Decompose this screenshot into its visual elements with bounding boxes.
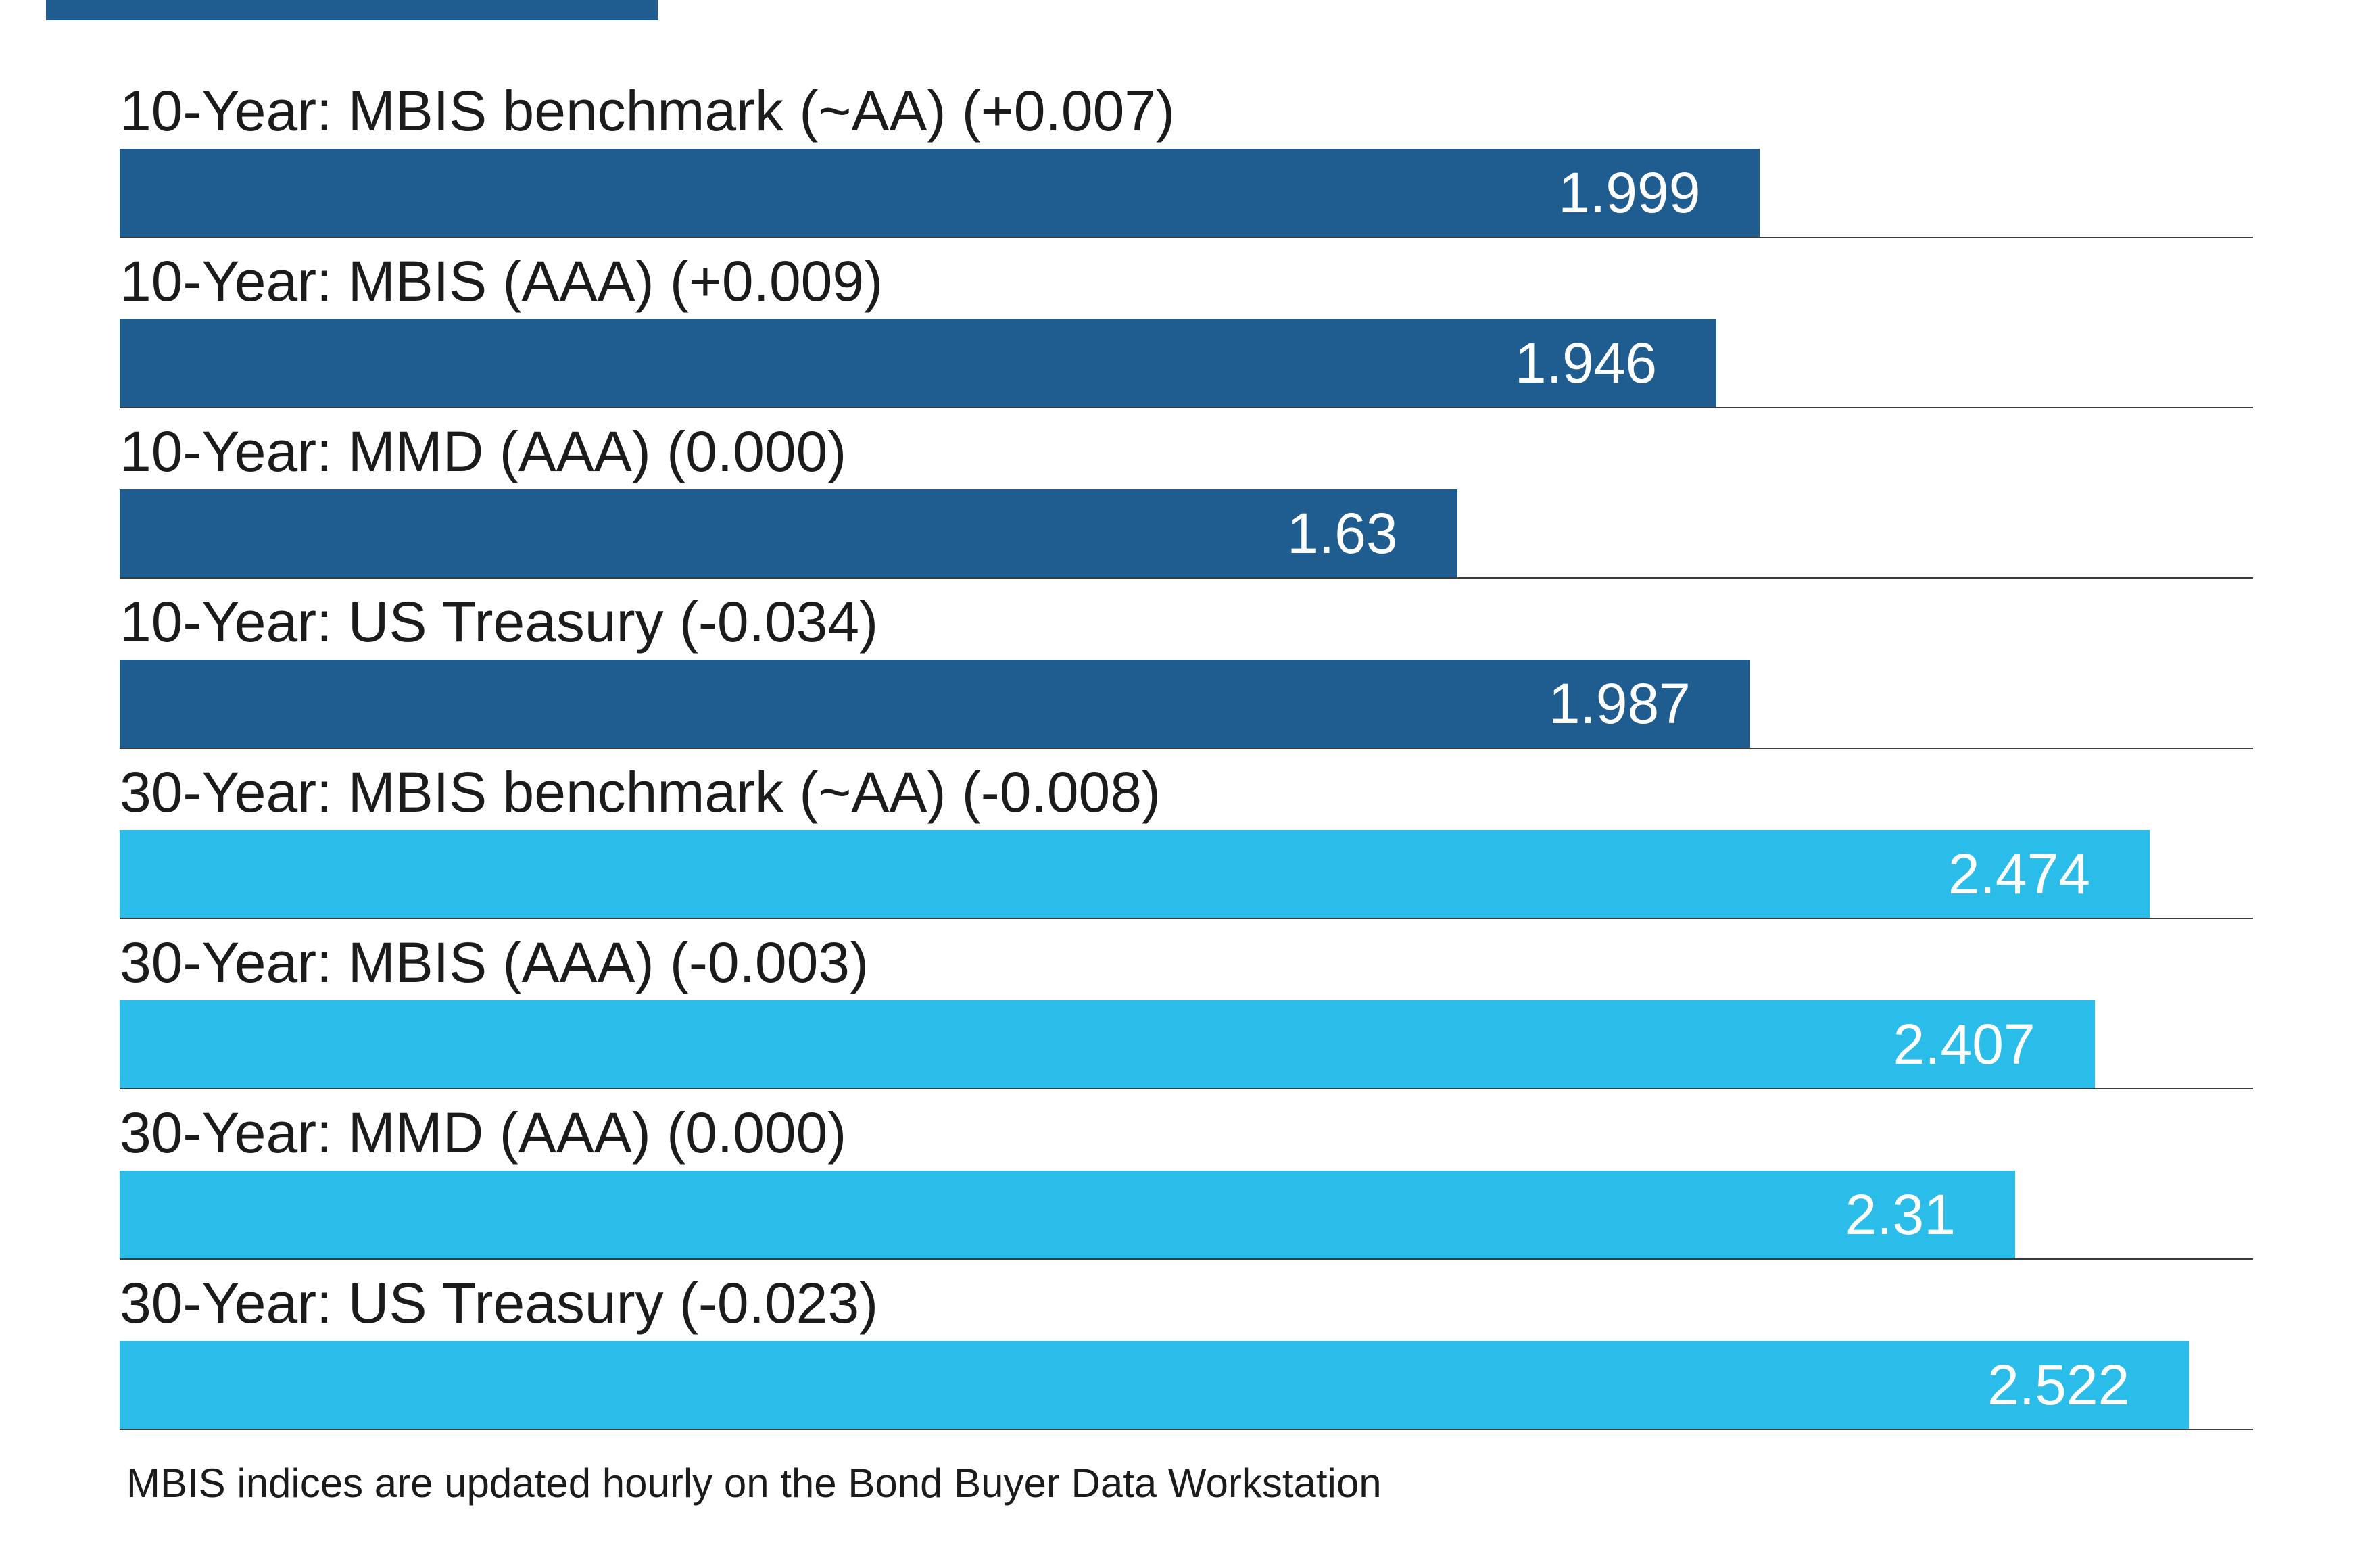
bar-value-label: 1.946 — [1514, 330, 1658, 395]
bar-value-label: 2.31 — [1845, 1182, 1956, 1246]
bar: 1.946 — [120, 319, 1717, 407]
bar-value-label: 1.987 — [1548, 671, 1691, 735]
cropped-bar-top — [46, 0, 658, 20]
chart-row: 30-Year: MMD (AAA) (0.000) 2.31 — [120, 1089, 2253, 1260]
chart-row: 30-Year: US Treasury (-0.023) 2.522 — [120, 1260, 2253, 1430]
bar-category-label: 10-Year: MBIS benchmark (~AA) (+0.007) — [120, 79, 1175, 143]
bar-value-label: 1.63 — [1287, 501, 1398, 565]
bar-category-label: 30-Year: MMD (AAA) (0.000) — [120, 1101, 847, 1165]
bar: 1.999 — [120, 149, 1760, 237]
bar-value-label: 2.407 — [1893, 1012, 2035, 1076]
bar-track: 2.407 — [120, 1000, 2253, 1088]
bar: 2.407 — [120, 1000, 2095, 1088]
bar-category-label: 30-Year: MBIS benchmark (~AA) (-0.008) — [120, 760, 1161, 824]
chart-row: 30-Year: MBIS (AAA) (-0.003) 2.407 — [120, 919, 2253, 1089]
bar-track: 1.987 — [120, 660, 2253, 748]
bar-category-label: 10-Year: MMD (AAA) (0.000) — [120, 420, 847, 483]
bar-track: 1.63 — [120, 489, 2253, 577]
chart-row: 10-Year: MMD (AAA) (0.000) 1.63 — [120, 408, 2253, 579]
bar-category-label: 10-Year: MBIS (AAA) (+0.009) — [120, 249, 884, 313]
bar: 1.63 — [120, 489, 1457, 577]
bond-yield-bar-chart: 10-Year: MBIS benchmark (~AA) (+0.007) 1… — [120, 68, 2253, 1506]
chart-row: 30-Year: MBIS benchmark (~AA) (-0.008) 2… — [120, 749, 2253, 919]
bar: 1.987 — [120, 660, 1750, 748]
bar-track: 1.999 — [120, 149, 2253, 237]
chart-row: 10-Year: MBIS benchmark (~AA) (+0.007) 1… — [120, 68, 2253, 238]
bar-value-label: 2.474 — [1948, 841, 2091, 906]
bar-track: 2.31 — [120, 1171, 2253, 1258]
bar-category-label: 30-Year: MBIS (AAA) (-0.003) — [120, 931, 869, 994]
bar-track: 2.522 — [120, 1341, 2253, 1429]
chart-row: 10-Year: MBIS (AAA) (+0.009) 1.946 — [120, 238, 2253, 408]
bar-track: 2.474 — [120, 830, 2253, 918]
bar: 2.474 — [120, 830, 2150, 918]
chart-row: 10-Year: US Treasury (-0.034) 1.987 — [120, 579, 2253, 749]
bar-track: 1.946 — [120, 319, 2253, 407]
bar-category-label: 30-Year: US Treasury (-0.023) — [120, 1271, 879, 1335]
bar: 2.31 — [120, 1171, 2015, 1258]
bar: 2.522 — [120, 1341, 2190, 1429]
bar-value-label: 1.999 — [1558, 160, 1701, 224]
bar-value-label: 2.522 — [1987, 1352, 2130, 1417]
chart-footnote: MBIS indices are updated hourly on the B… — [126, 1461, 1382, 1506]
bar-category-label: 10-Year: US Treasury (-0.034) — [120, 590, 879, 654]
